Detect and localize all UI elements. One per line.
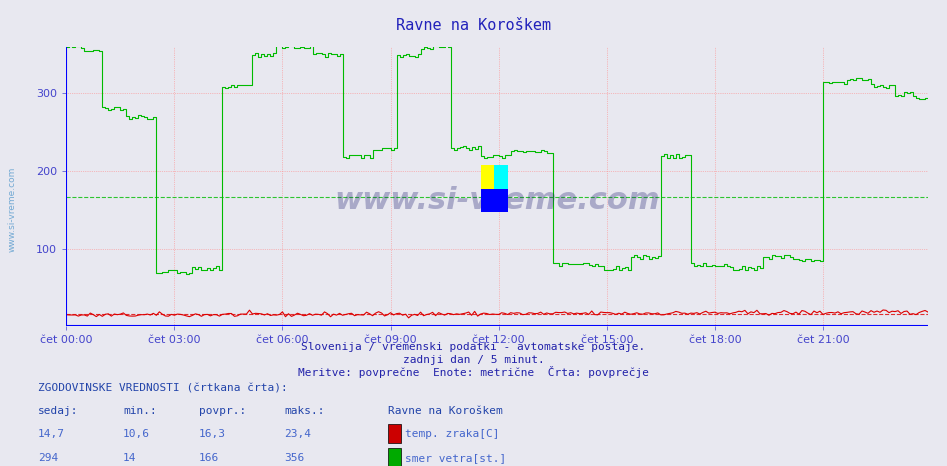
Text: povpr.:: povpr.: xyxy=(199,406,246,417)
Text: www.si-vreme.com: www.si-vreme.com xyxy=(334,186,660,215)
Text: maks.:: maks.: xyxy=(284,406,325,417)
Text: 356: 356 xyxy=(284,452,304,463)
Bar xyxy=(481,189,494,212)
Bar xyxy=(388,424,401,443)
Text: 16,3: 16,3 xyxy=(199,429,226,439)
Text: 14,7: 14,7 xyxy=(38,429,65,439)
Bar xyxy=(481,165,494,189)
Text: Slovenija / vremenski podatki - avtomatske postaje.: Slovenija / vremenski podatki - avtomats… xyxy=(301,342,646,352)
Text: Ravne na Koroškem: Ravne na Koroškem xyxy=(396,18,551,33)
Text: 14: 14 xyxy=(123,452,136,463)
Text: 10,6: 10,6 xyxy=(123,429,151,439)
Bar xyxy=(494,189,508,212)
Text: sedaj:: sedaj: xyxy=(38,406,79,417)
Text: Ravne na Koroškem: Ravne na Koroškem xyxy=(388,406,503,417)
Text: ZGODOVINSKE VREDNOSTI (črtkana črta):: ZGODOVINSKE VREDNOSTI (črtkana črta): xyxy=(38,384,288,394)
Text: 294: 294 xyxy=(38,452,58,463)
Text: smer vetra[st.]: smer vetra[st.] xyxy=(405,452,507,463)
Text: Meritve: povprečne  Enote: metrične  Črta: povprečje: Meritve: povprečne Enote: metrične Črta:… xyxy=(298,366,649,378)
Text: 166: 166 xyxy=(199,452,219,463)
Text: 23,4: 23,4 xyxy=(284,429,312,439)
Text: www.si-vreme.com: www.si-vreme.com xyxy=(8,167,17,253)
Text: temp. zraka[C]: temp. zraka[C] xyxy=(405,429,500,439)
Text: zadnji dan / 5 minut.: zadnji dan / 5 minut. xyxy=(402,355,545,365)
Bar xyxy=(494,165,508,189)
Bar xyxy=(388,447,401,466)
Text: min.:: min.: xyxy=(123,406,157,417)
